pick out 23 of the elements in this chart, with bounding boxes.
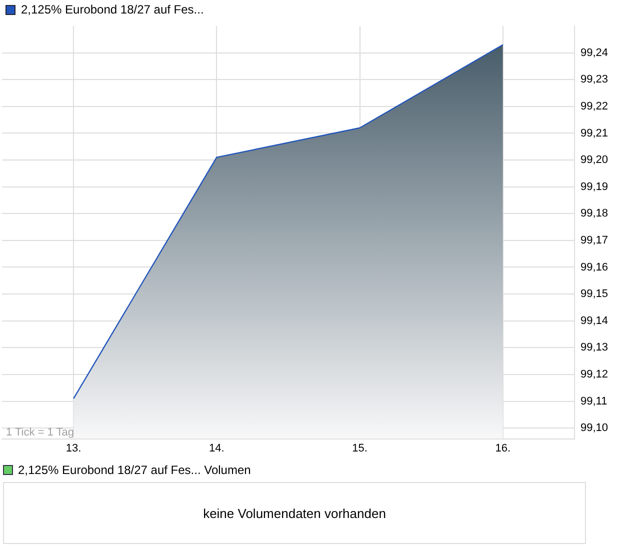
y-tick-label: 99,16 (580, 261, 608, 274)
legend-label: 2,125% Eurobond 18/27 auf Fes... (21, 2, 204, 16)
y-tick-label: 99,21 (580, 127, 608, 140)
x-tick-label: 16. (495, 442, 511, 454)
y-tick-label: 99,18 (580, 208, 608, 220)
y-tick-label: 99,14 (580, 314, 608, 327)
x-tick-label: 14. (209, 442, 224, 454)
y-tick-label: 99,11 (580, 395, 608, 408)
y-tick-label: 99,20 (580, 154, 608, 166)
x-tick-label: 13. (66, 442, 82, 454)
y-tick-label: 99,12 (580, 368, 608, 380)
x-tick-label: 15. (352, 442, 368, 454)
y-tick-label: 99,23 (580, 74, 608, 86)
text: keine Volumendaten vorhanden (203, 506, 386, 520)
y-tick-label: 99,19 (580, 180, 608, 193)
y-tick-label: 99,17 (580, 234, 608, 246)
y-tick-label: 99,22 (580, 100, 608, 112)
annotation: 1 Tick = 1 Tag (6, 426, 74, 438)
y-tick-label: 99,24 (580, 46, 608, 59)
y-tick-label: 99,10 (580, 422, 608, 434)
legend-label: 2,125% Eurobond 18/27 auf Fes... Volumen (18, 463, 251, 477)
y-tick-label: 99,13 (580, 342, 608, 354)
y-tick-label: 99,15 (580, 288, 608, 300)
